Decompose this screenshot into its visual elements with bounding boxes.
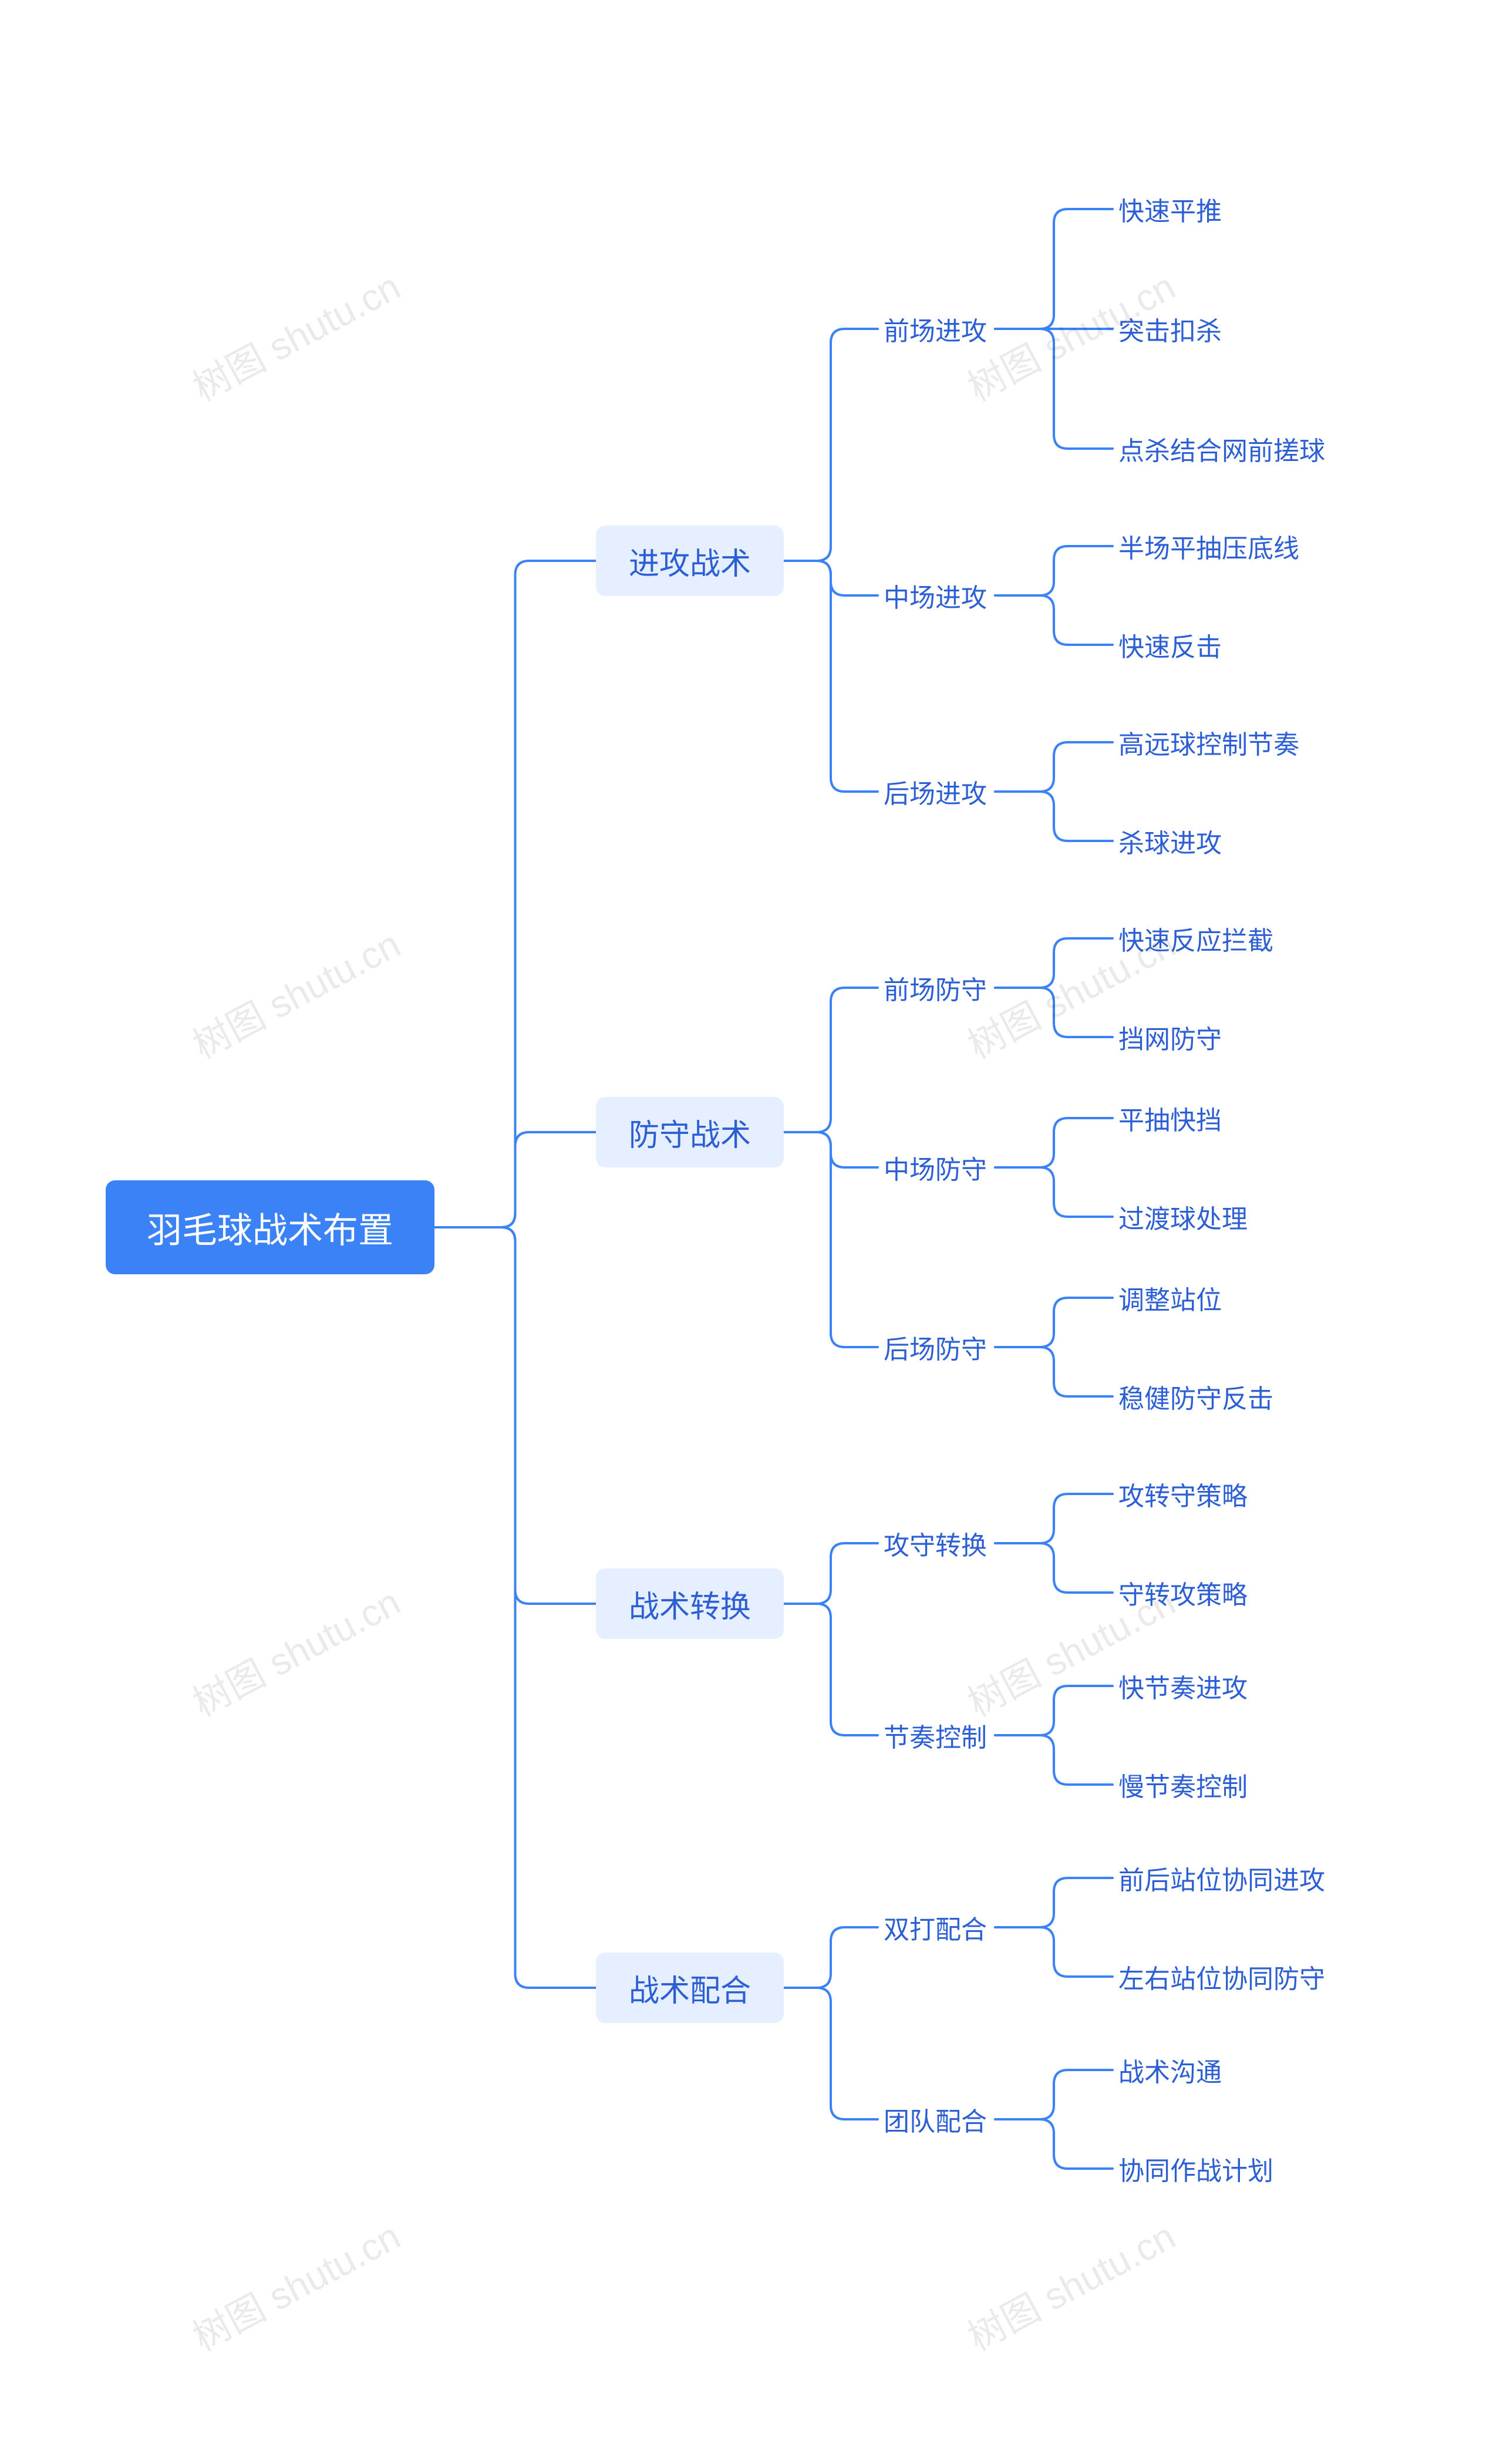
branch-1-child-1-leaf-0-label: 平抽快挡 xyxy=(1118,1099,1222,1137)
branch-1-child-0-leaf-0: 快速反应拦截 xyxy=(1118,921,1273,956)
branch-3-label: 战术配合 xyxy=(629,1966,751,2010)
branch-1-child-2-leaf-1-label: 稳健防守反击 xyxy=(1118,1378,1273,1415)
branch-0-child-0-leaf-1-label: 突击扣杀 xyxy=(1118,310,1222,348)
watermark-2: 树图 shutu.cn xyxy=(182,915,409,1069)
watermark-4: 树图 shutu.cn xyxy=(182,1573,409,1727)
branch-2-child-1-leaf-1: 慢节奏控制 xyxy=(1118,1767,1248,1802)
branch-3-child-1-leaf-1: 协同作战计划 xyxy=(1118,2151,1273,2186)
branch-1-child-1-leaf-0: 平抽快挡 xyxy=(1118,1100,1222,1136)
branch-2-child-1: 节奏控制 xyxy=(884,1718,987,1753)
branch-0-child-0-leaf-1: 突击扣杀 xyxy=(1118,311,1222,346)
branch-2-label: 战术转换 xyxy=(629,1582,751,1626)
branch-0-child-0-leaf-2: 点杀结合网前搓球 xyxy=(1118,431,1325,466)
branch-0-child-2-leaf-1-label: 杀球进攻 xyxy=(1118,822,1222,860)
branch-2-child-0: 攻守转换 xyxy=(884,1526,987,1561)
branch-0-label: 进攻战术 xyxy=(629,539,751,583)
branch-0-child-2-label: 后场进攻 xyxy=(884,773,987,810)
branch-2-child-0-leaf-0: 攻转守策略 xyxy=(1118,1476,1248,1512)
branch-1-child-1-leaf-1: 过渡球处理 xyxy=(1118,1199,1248,1234)
branch-3-child-1: 团队配合 xyxy=(884,2102,987,2137)
branch-1-child-0: 前场防守 xyxy=(884,970,987,1005)
branch-3-child-0-leaf-1: 左右站位协同防守 xyxy=(1118,1959,1325,1994)
branch-1-child-0-label: 前场防守 xyxy=(884,969,987,1007)
branch-3-child-1-leaf-0-label: 战术沟通 xyxy=(1118,2051,1222,2089)
branch-0-child-0-leaf-2-label: 点杀结合网前搓球 xyxy=(1118,430,1325,467)
branch-3-child-0-label: 双打配合 xyxy=(884,1908,987,1946)
branch-2: 战术转换 xyxy=(596,1568,784,1639)
branch-0-child-2-leaf-0-label: 高远球控制节奏 xyxy=(1118,723,1299,761)
branch-0-child-1-leaf-0: 半场平抽压底线 xyxy=(1118,529,1299,564)
branch-1-child-2-leaf-1: 稳健防守反击 xyxy=(1118,1379,1273,1414)
branch-0-child-0-leaf-0-label: 快速平推 xyxy=(1118,190,1222,228)
branch-2-child-0-leaf-1: 守转攻策略 xyxy=(1118,1575,1248,1610)
branch-1-child-1-leaf-1-label: 过渡球处理 xyxy=(1118,1198,1248,1236)
branch-0-child-0-label: 前场进攻 xyxy=(884,310,987,348)
branch-3-child-0: 双打配合 xyxy=(884,1910,987,1945)
branch-1: 防守战术 xyxy=(596,1097,784,1167)
branch-1-child-2: 后场防守 xyxy=(884,1329,987,1365)
branch-2-child-0-label: 攻守转换 xyxy=(884,1524,987,1562)
branch-3: 战术配合 xyxy=(596,1953,784,2023)
branch-0-child-2-leaf-1: 杀球进攻 xyxy=(1118,823,1222,859)
branch-2-child-1-label: 节奏控制 xyxy=(884,1716,987,1754)
branch-3-child-1-label: 团队配合 xyxy=(884,2101,987,2138)
branch-2-child-0-leaf-1-label: 守转攻策略 xyxy=(1118,1574,1248,1611)
root-node: 羽毛球战术布置 xyxy=(106,1180,434,1274)
branch-1-label: 防守战术 xyxy=(629,1110,751,1154)
branch-0-child-1-leaf-1-label: 快速反击 xyxy=(1118,626,1222,664)
branch-1-child-1: 中场防守 xyxy=(884,1150,987,1185)
branch-1-child-0-leaf-1: 挡网防守 xyxy=(1118,1019,1222,1055)
branch-0-child-0: 前场进攻 xyxy=(884,311,987,346)
branch-2-child-1-leaf-1-label: 慢节奏控制 xyxy=(1118,1766,1248,1803)
branch-0-child-2-leaf-0: 高远球控制节奏 xyxy=(1118,725,1299,760)
branch-0-child-1: 中场进攻 xyxy=(884,578,987,613)
branch-3-child-0-leaf-0: 前后站位协同进攻 xyxy=(1118,1860,1325,1896)
branch-2-child-1-leaf-0: 快节奏进攻 xyxy=(1118,1668,1248,1704)
branch-1-child-2-leaf-0: 调整站位 xyxy=(1118,1280,1222,1315)
branch-0-child-0-leaf-0: 快速平推 xyxy=(1118,191,1222,227)
branch-2-child-0-leaf-0-label: 攻转守策略 xyxy=(1118,1475,1248,1513)
branch-1-child-0-leaf-1-label: 挡网防守 xyxy=(1118,1018,1222,1056)
branch-0: 进攻战术 xyxy=(596,526,784,596)
branch-1-child-0-leaf-0-label: 快速反应拦截 xyxy=(1118,920,1273,957)
branch-2-child-1-leaf-0-label: 快节奏进攻 xyxy=(1118,1667,1248,1705)
branch-0-child-1-leaf-1: 快速反击 xyxy=(1118,627,1222,662)
branch-1-child-1-label: 中场防守 xyxy=(884,1149,987,1186)
branch-1-child-2-leaf-0-label: 调整站位 xyxy=(1118,1279,1222,1317)
branch-3-child-0-leaf-1-label: 左右站位协同防守 xyxy=(1118,1958,1325,1995)
watermark-0: 树图 shutu.cn xyxy=(182,257,409,412)
watermark-7: 树图 shutu.cn xyxy=(957,2207,1184,2361)
branch-0-child-1-label: 中场进攻 xyxy=(884,577,987,614)
watermark-6: 树图 shutu.cn xyxy=(182,2207,409,2361)
branch-1-child-2-label: 后场防守 xyxy=(884,1328,987,1366)
root-node-label: 羽毛球战术布置 xyxy=(147,1202,393,1253)
branch-3-child-0-leaf-0-label: 前后站位协同进攻 xyxy=(1118,1859,1325,1897)
branch-0-child-1-leaf-0-label: 半场平抽压底线 xyxy=(1118,527,1299,565)
branch-0-child-2: 后场进攻 xyxy=(884,774,987,809)
branch-3-child-1-leaf-0: 战术沟通 xyxy=(1118,2052,1222,2088)
branch-3-child-1-leaf-1-label: 协同作战计划 xyxy=(1118,2150,1273,2187)
